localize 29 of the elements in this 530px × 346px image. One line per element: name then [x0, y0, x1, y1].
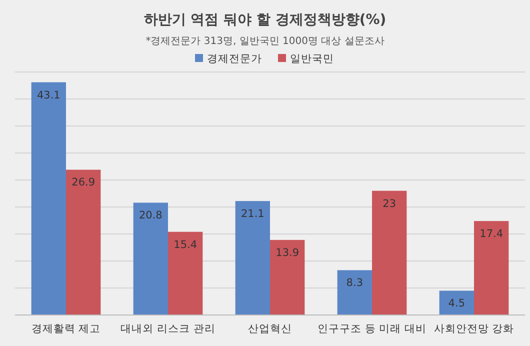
data-label: 21.1: [240, 208, 264, 220]
x-tick-label: 사회안전망 강화: [434, 323, 514, 335]
legend-label: 경제전문가: [207, 53, 262, 65]
bar: [439, 290, 474, 315]
bar: [168, 232, 203, 315]
x-tick-label: 대내외 리스크 관리: [120, 323, 216, 335]
chart-title: 하반기 역점 둬야 할 경제정책방향(%): [144, 12, 386, 28]
data-label: 20.8: [138, 210, 162, 222]
bar: [31, 82, 66, 315]
bar: [235, 201, 270, 315]
bar: [372, 190, 407, 315]
bar: [66, 170, 101, 315]
data-label: 26.9: [72, 176, 96, 189]
bar: [474, 221, 509, 315]
data-label: 4.5: [448, 298, 466, 310]
data-label: 23: [382, 198, 396, 210]
data-label: 17.4: [480, 228, 504, 240]
x-tick-label: 인구구조 등 미래 대비: [317, 323, 427, 335]
data-label: 13.9: [276, 246, 300, 259]
data-label: 8.3: [346, 277, 364, 290]
data-label: 15.4: [174, 238, 198, 251]
data-label: 43.1: [36, 89, 60, 102]
chart-subtitle: *경제전문가 313명, 일반국민 1000명 대상 설문조사: [146, 36, 384, 47]
x-tick-label: 산업혁신: [248, 323, 292, 335]
x-tick-label: 경제활력 제고: [31, 323, 101, 335]
bar: [133, 202, 168, 315]
legend-label: 일반국민: [290, 53, 334, 65]
bar: [270, 240, 305, 315]
bar: [337, 270, 372, 315]
